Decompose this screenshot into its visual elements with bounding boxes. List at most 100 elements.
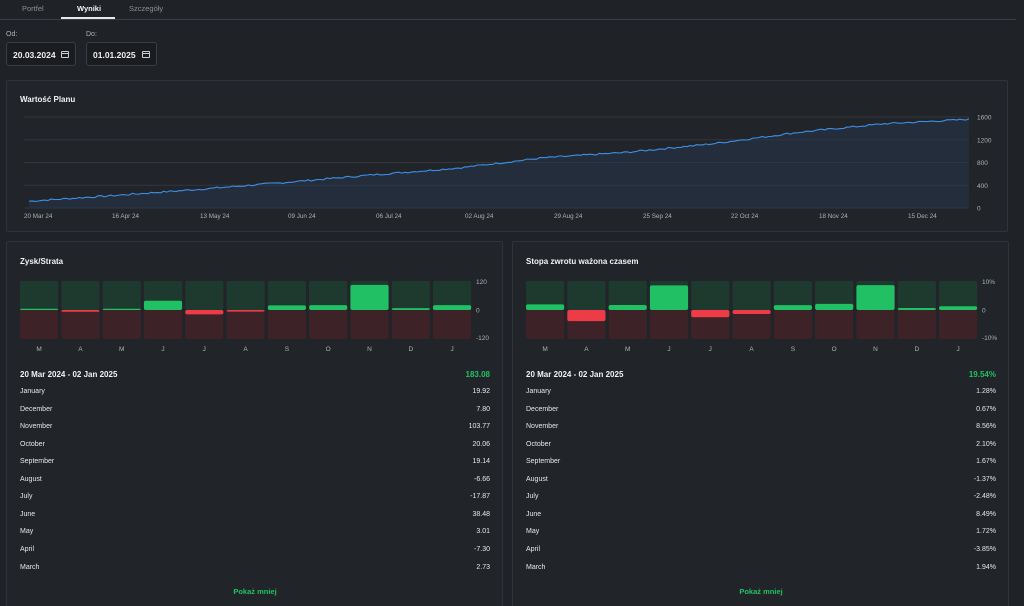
row-value: 3.01: [476, 528, 490, 536]
y-tick-label: 0: [977, 206, 981, 213]
twr-panel: Stopa zwrotu ważona czasem M A M J J A S O N D J 10…: [512, 241, 1009, 606]
x-tick-label: 22 Oct 24: [731, 213, 759, 220]
month-tick-label: O: [326, 346, 331, 353]
to-date-label: Do:: [86, 31, 97, 38]
y-tick-label: 10%: [982, 279, 995, 286]
month-bar[interactable]: [309, 305, 348, 310]
x-tick-label: 06 Jul 24: [376, 213, 402, 220]
plan-value-title: Wartość Planu: [20, 95, 76, 104]
bar-bg-negative: [391, 310, 430, 339]
month-bar[interactable]: [102, 308, 141, 310]
row-value: -3.85%: [973, 545, 996, 553]
x-tick-label: 25 Sep 24: [643, 213, 672, 220]
pnl-total: 183.08: [465, 370, 490, 379]
month-bar[interactable]: [939, 306, 978, 310]
bar-bg-positive: [61, 281, 100, 310]
month-bar[interactable]: [350, 284, 389, 310]
row-value: -2.48%: [973, 493, 996, 501]
month-tick-label: J: [161, 346, 164, 353]
row-value: 1.28%: [976, 388, 996, 395]
y-tick-label: 0: [476, 308, 480, 315]
from-date-label: Od:: [6, 31, 18, 38]
month-bar[interactable]: [608, 305, 647, 310]
month-bar[interactable]: [897, 308, 936, 310]
bar-bg-positive: [526, 281, 565, 310]
month-bar[interactable]: [856, 285, 895, 310]
month-bar[interactable]: [526, 304, 565, 310]
bar-bg-negative: [649, 310, 689, 339]
to-date-value: 01.01.2025: [93, 50, 136, 60]
row-month-label: March: [20, 563, 40, 571]
bar-bg-positive: [608, 281, 647, 310]
month-bar[interactable]: [143, 300, 183, 310]
x-tick-label: 02 Aug 24: [465, 213, 494, 220]
y-tick-label: 120: [476, 279, 487, 286]
month-tick-label: J: [667, 346, 670, 353]
bar-bg-negative: [897, 310, 936, 339]
row-value: 8.56%: [976, 423, 996, 431]
bar-bg-negative: [20, 310, 59, 339]
month-bar[interactable]: [226, 310, 265, 312]
from-date-field[interactable]: 20.03.2024: [6, 42, 76, 66]
month-bar[interactable]: [20, 308, 59, 310]
x-tick-label: 29 Aug 24: [554, 213, 583, 220]
tab-wyniki[interactable]: Wyniki: [77, 4, 102, 13]
row-value: -7.30: [474, 545, 490, 553]
y-tick-label: 1200: [977, 137, 992, 144]
row-value: -17.87: [470, 493, 490, 501]
pnl-bar-chart: M A M J J A S O N D J 120 0 -120: [20, 279, 489, 353]
twr-title: Stopa zwrotu ważona czasem: [526, 257, 639, 266]
tab-szczegoly[interactable]: Szczegóły: [129, 4, 164, 13]
row-value: 20.06: [472, 440, 490, 448]
y-tick-label: -10%: [982, 335, 997, 342]
to-date-field[interactable]: 01.01.2025: [86, 42, 157, 66]
x-tick-label: 18 Nov 24: [819, 213, 848, 220]
month-bar[interactable]: [267, 305, 306, 310]
row-month-label: May: [20, 528, 34, 536]
pnl-show-less-link[interactable]: Pokaż mniej: [233, 587, 277, 596]
row-month-label: December: [20, 405, 53, 413]
bar-bg-positive: [897, 281, 936, 310]
month-bar[interactable]: [185, 310, 224, 315]
month-bar[interactable]: [773, 305, 812, 310]
bar-bg-negative: [350, 310, 389, 339]
y-tick-label: 0: [982, 308, 986, 315]
month-bar[interactable]: [815, 303, 854, 310]
row-value: 7.80: [476, 405, 490, 413]
twr-show-less-link[interactable]: Pokaż mniej: [739, 587, 783, 596]
tab-portfel[interactable]: Portfel: [22, 4, 44, 13]
month-bar[interactable]: [649, 285, 689, 310]
month-tick-label: A: [584, 346, 589, 353]
bar-bg-positive: [391, 281, 430, 310]
month-bar[interactable]: [567, 310, 606, 322]
row-month-label: March: [526, 563, 546, 571]
month-bar[interactable]: [732, 310, 771, 314]
bar-bg-positive: [691, 281, 730, 310]
month-bar[interactable]: [691, 310, 730, 318]
month-tick-label: N: [367, 346, 372, 353]
row-value: 103.77: [468, 423, 490, 431]
month-bar[interactable]: [433, 305, 472, 310]
calendar-icon[interactable]: [61, 51, 69, 58]
month-tick-label: J: [203, 346, 206, 353]
month-tick-label: M: [542, 346, 547, 353]
month-bar[interactable]: [391, 308, 430, 310]
row-value: 1.67%: [976, 458, 996, 466]
twr-period: 20 Mar 2024 - 02 Jan 2025: [526, 370, 624, 379]
bar-bg-negative: [732, 310, 771, 339]
bar-bg-negative: [185, 310, 224, 339]
row-value: -1.37%: [973, 475, 996, 483]
bar-bg-negative: [691, 310, 730, 339]
calendar-icon[interactable]: [142, 51, 150, 58]
bar-bg-negative: [309, 310, 348, 339]
bar-bg-negative: [267, 310, 306, 339]
row-value: -6.66: [474, 475, 490, 483]
bar-bg-negative: [143, 310, 183, 339]
bar-bg-positive: [102, 281, 141, 310]
row-month-label: January: [526, 388, 551, 395]
x-tick-label: 09 Jun 24: [288, 213, 316, 220]
twr-total: 19.54%: [968, 370, 996, 379]
month-tick-label: A: [749, 346, 754, 353]
month-bar[interactable]: [61, 310, 100, 312]
month-tick-label: A: [78, 346, 83, 353]
